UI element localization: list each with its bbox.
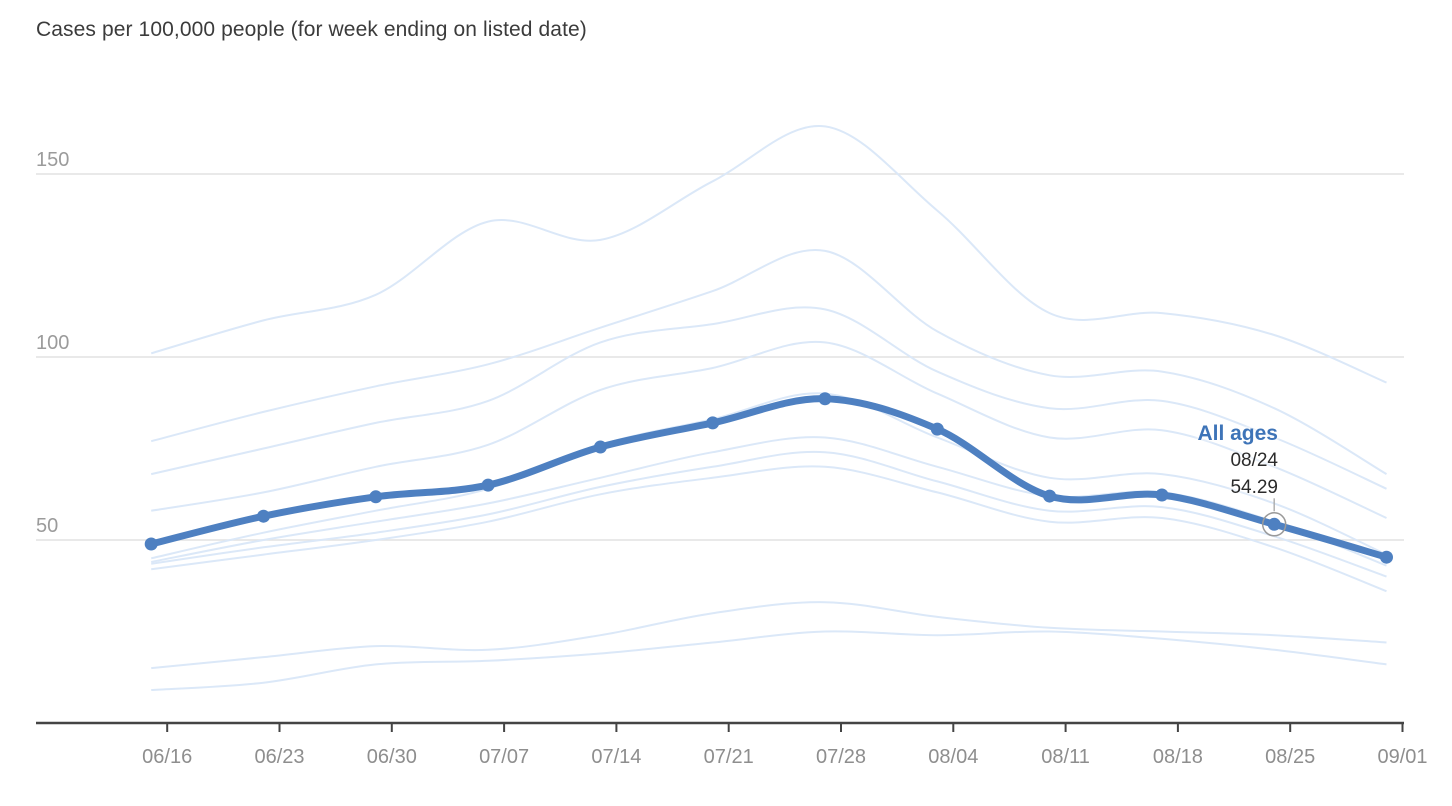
background-series-line (151, 601, 1387, 670)
x-axis-tick-label: 08/18 (1153, 746, 1203, 768)
data-point[interactable] (369, 490, 383, 504)
x-axis-tick-label: 06/30 (367, 746, 417, 768)
x-axis-tick-label: 06/16 (142, 746, 192, 768)
data-point[interactable] (1043, 489, 1057, 503)
background-series-line (150, 125, 1387, 384)
data-point[interactable] (1267, 517, 1281, 531)
x-axis-tick-label: 08/04 (928, 746, 978, 768)
data-point[interactable] (481, 478, 495, 492)
x-axis-tick-label: 07/21 (704, 746, 754, 768)
background-series-line (151, 340, 1387, 519)
data-point[interactable] (818, 392, 832, 406)
y-axis-tick-label: 50 (36, 515, 58, 537)
background-series-line (151, 450, 1387, 578)
data-point[interactable] (1380, 550, 1393, 564)
x-axis-tick-label: 06/23 (254, 746, 304, 768)
background-series-line (151, 465, 1387, 593)
x-axis-tick-label: 07/28 (816, 746, 866, 768)
data-point[interactable] (706, 416, 720, 430)
x-axis-tick-label: 08/11 (1041, 746, 1090, 768)
background-series-line (151, 630, 1387, 692)
y-axis-tick-label: 150 (36, 149, 69, 171)
x-axis-tick-label: 09/01 (1377, 746, 1427, 768)
tooltip-series-label: All ages (1197, 422, 1278, 445)
data-point[interactable] (257, 509, 270, 523)
y-axis-tick-label: 100 (36, 332, 69, 354)
tooltip: All ages 08/24 54.29 (1197, 420, 1278, 501)
x-axis-tick-label: 07/07 (479, 746, 529, 768)
data-point[interactable] (930, 422, 944, 436)
x-axis-tick-label: 07/14 (591, 746, 641, 768)
highlight-ring[interactable] (1261, 512, 1287, 537)
x-axis-tick-label: 08/25 (1265, 746, 1315, 768)
chart-title: Cases per 100,000 people (for week endin… (36, 18, 587, 41)
data-point[interactable] (144, 537, 158, 551)
background-series-line (150, 249, 1388, 475)
tooltip-date: 08/24 (1230, 450, 1278, 471)
data-point[interactable] (1155, 488, 1169, 502)
data-point[interactable] (593, 440, 607, 454)
main-series-line[interactable] (147, 395, 1390, 561)
background-series-line (150, 306, 1387, 490)
background-series-line (150, 392, 1387, 560)
tooltip-value: 54.29 (1230, 477, 1278, 498)
